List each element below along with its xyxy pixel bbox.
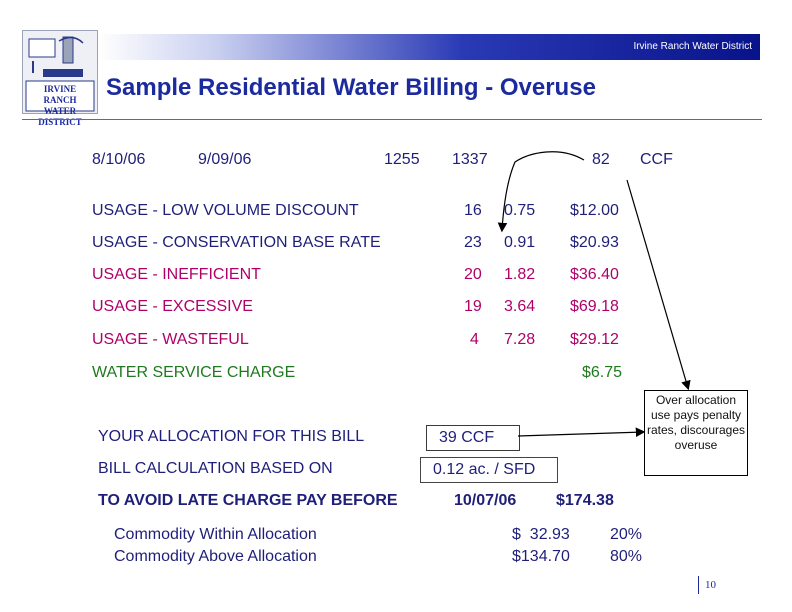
commodity-amount: $134.70 xyxy=(512,548,570,565)
usage-arrow xyxy=(497,151,585,233)
tier-ccf: 20 xyxy=(464,266,482,283)
tier-rate: 0.75 xyxy=(504,202,536,219)
previous-read: 1255 xyxy=(384,151,420,168)
bill-total: $174.38 xyxy=(556,492,614,509)
calc-basis-label: BILL CALCULATION BASED ON xyxy=(98,460,333,477)
tier-amount: $20.93 xyxy=(570,234,619,251)
to-date: 9/09/06 xyxy=(198,151,252,168)
tier-rate: 1.82 xyxy=(504,266,536,283)
tier-ccf: 19 xyxy=(464,298,482,315)
service-charge-amount: $6.75 xyxy=(582,364,623,381)
logo-text: IRVINE RANCH WATER DISTRICT xyxy=(38,84,82,127)
due-date: 10/07/06 xyxy=(454,492,517,509)
tier-amount: $36.40 xyxy=(570,266,619,283)
commodity-percent: 20% xyxy=(610,526,643,543)
logo-graphic-icon xyxy=(25,36,95,112)
tier-amount: $29.12 xyxy=(570,331,619,348)
current-read: 1337 xyxy=(452,151,488,168)
total-usage: 82 xyxy=(592,151,610,168)
commodity-label: Commodity Above Allocation xyxy=(114,548,317,565)
page-title: Sample Residential Water Billing - Overu… xyxy=(106,74,596,101)
irwd-logo: IRVINE RANCH WATER DISTRICT xyxy=(22,30,98,127)
calc-basis-value: 0.12 ac. / SFD xyxy=(433,461,536,478)
due-label: TO AVOID LATE CHARGE PAY BEFORE xyxy=(98,492,398,509)
tier-ccf: 16 xyxy=(464,202,482,219)
tier-ccf: 4 xyxy=(470,331,479,348)
commodity-percent: 80% xyxy=(610,548,643,565)
tier-rate: 7.28 xyxy=(504,331,536,348)
calc-basis-box: 0.12 ac. / SFD xyxy=(420,457,558,483)
tier-amount: $69.18 xyxy=(570,298,619,315)
tier-label: USAGE - LOW VOLUME DISCOUNT xyxy=(92,202,359,219)
allocation-arrow xyxy=(517,427,646,438)
callout-arrow xyxy=(626,179,691,391)
allocation-box: 39 CCF xyxy=(426,425,520,451)
title-divider xyxy=(22,119,762,120)
tier-ccf: 23 xyxy=(464,234,482,251)
tier-label: USAGE - INEFFICIENT xyxy=(92,266,261,283)
allocation-label: YOUR ALLOCATION FOR THIS BILL xyxy=(98,428,365,445)
tier-label: USAGE - WASTEFUL xyxy=(92,331,249,348)
header-banner: Irvine Ranch Water District xyxy=(98,34,760,60)
service-charge-label: WATER SERVICE CHARGE xyxy=(92,364,296,381)
tier-amount: $12.00 xyxy=(570,202,619,219)
allocation-value: 39 CCF xyxy=(439,429,495,446)
commodity-label: Commodity Within Allocation xyxy=(114,526,317,543)
commodity-amount: $ 32.93 xyxy=(512,526,570,543)
page-number: 10 xyxy=(698,576,716,594)
overuse-callout: Over allocation use pays penalty rates, … xyxy=(644,390,748,476)
tier-rate: 0.91 xyxy=(504,234,536,251)
tier-label: USAGE - EXCESSIVE xyxy=(92,298,253,315)
org-name: Irvine Ranch Water District xyxy=(633,41,752,52)
from-date: 8/10/06 xyxy=(92,151,146,168)
tier-rate: 3.64 xyxy=(504,298,536,315)
tier-label: USAGE - CONSERVATION BASE RATE xyxy=(92,234,381,251)
usage-unit: CCF xyxy=(640,151,673,168)
